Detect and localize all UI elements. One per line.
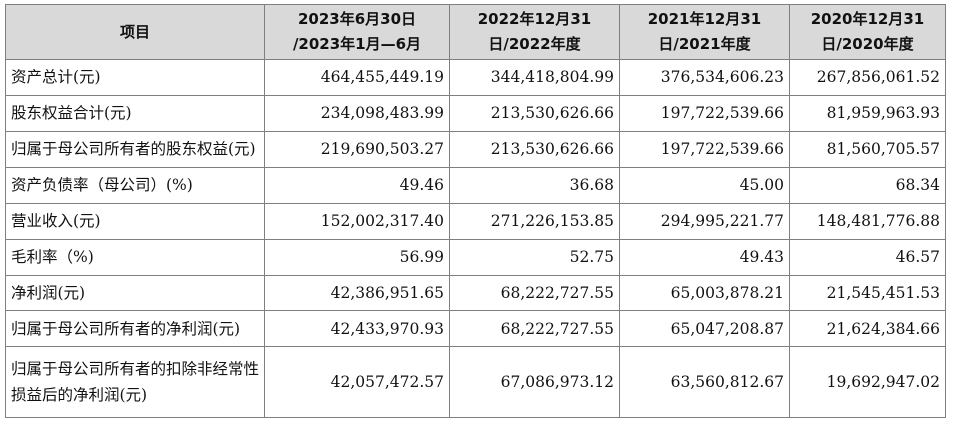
table-row: 归属于母公司所有者的净利润(元) 42,433,970.93 68,222,727.… xyxy=(5,310,946,348)
header-2021-line2: 日/2021年度 xyxy=(658,35,751,53)
row-value: 49.43 xyxy=(619,238,790,276)
row-value: 219,690,503.27 xyxy=(264,130,450,168)
row-value: 42,433,970.93 xyxy=(264,310,450,348)
row-value: 49.46 xyxy=(264,166,450,204)
header-2021: 2021年12月31 日/2021年度 xyxy=(619,4,790,60)
row-label: 营业收入(元) xyxy=(5,202,265,240)
row-value: 68.34 xyxy=(789,166,946,204)
table-row: 资产负债率（母公司）(%) 49.46 36.68 45.00 68.34 xyxy=(5,166,946,204)
row-value: 271,226,153.85 xyxy=(449,202,620,240)
table-row: 净利润(元) 42,386,951.65 68,222,727.55 65,003,8… xyxy=(5,274,946,312)
row-value: 42,057,472.57 xyxy=(264,346,450,418)
row-label: 净利润(元) xyxy=(5,274,265,312)
row-label: 股东权益合计(元) xyxy=(5,94,265,132)
row-value: 376,534,606.23 xyxy=(619,59,790,96)
row-label: 毛利率（%) xyxy=(5,238,265,276)
table-row: 股东权益合计(元) 234,098,483.99 213,530,626.66 197… xyxy=(5,94,946,132)
table-row: 归属于母公司所有者的扣除非经常性损益后的净利润(元) 42,057,472.57 6… xyxy=(5,346,946,418)
row-value: 63,560,812.67 xyxy=(619,346,790,418)
table-row: 资产总计(元) 464,455,449.19 344,418,804.99 376,5… xyxy=(5,59,946,96)
row-label: 归属于母公司所有者的扣除非经常性损益后的净利润(元) xyxy=(5,346,265,418)
row-value: 344,418,804.99 xyxy=(449,59,620,96)
row-value: 42,386,951.65 xyxy=(264,274,450,312)
row-value: 65,047,208.87 xyxy=(619,310,790,348)
row-value: 21,624,384.66 xyxy=(789,310,946,348)
row-value: 21,545,451.53 xyxy=(789,274,946,312)
header-2022: 2022年12月31 日/2022年度 xyxy=(449,4,620,60)
row-value: 36.68 xyxy=(449,166,620,204)
header-2020-line2: 日/2020年度 xyxy=(821,35,914,53)
row-value: 213,530,626.66 xyxy=(449,94,620,132)
row-value: 45.00 xyxy=(619,166,790,204)
table-row: 营业收入(元) 152,002,317.40 271,226,153.85 294,9… xyxy=(5,202,946,240)
header-2021-line1: 2021年12月31 xyxy=(647,10,762,28)
header-item: 项目 xyxy=(5,4,265,60)
row-value: 65,003,878.21 xyxy=(619,274,790,312)
row-value: 464,455,449.19 xyxy=(264,59,450,96)
row-label: 归属于母公司所有者的股东权益(元) xyxy=(5,130,265,168)
table-row: 归属于母公司所有者的股东权益(元) 219,690,503.27 213,530,6… xyxy=(5,130,946,168)
row-value: 68,222,727.55 xyxy=(449,310,620,348)
header-2020: 2020年12月31 日/2020年度 xyxy=(789,4,946,60)
row-label: 归属于母公司所有者的净利润(元) xyxy=(5,310,265,348)
row-value: 19,692,947.02 xyxy=(789,346,946,418)
header-2022-line1: 2022年12月31 xyxy=(477,10,592,28)
header-row: 项目 2023年6月30日 /2023年1月—6月 2022年12月31 日/2… xyxy=(5,4,946,60)
header-2023h1: 2023年6月30日 /2023年1月—6月 xyxy=(264,4,450,60)
row-value: 152,002,317.40 xyxy=(264,202,450,240)
header-2022-line2: 日/2022年度 xyxy=(488,35,581,53)
row-value: 213,530,626.66 xyxy=(449,130,620,168)
header-2023h1-line2: /2023年1月—6月 xyxy=(292,35,422,53)
row-value: 68,222,727.55 xyxy=(449,274,620,312)
row-value: 148,481,776.88 xyxy=(789,202,946,240)
row-label: 资产总计(元) xyxy=(5,59,265,96)
row-value: 56.99 xyxy=(264,238,450,276)
header-2020-line1: 2020年12月31 xyxy=(810,10,925,28)
row-value: 267,856,061.52 xyxy=(789,59,946,96)
row-value: 46.57 xyxy=(789,238,946,276)
row-label: 资产负债率（母公司）(%) xyxy=(5,166,265,204)
row-value: 197,722,539.66 xyxy=(619,130,790,168)
table-row: 毛利率（%) 56.99 52.75 49.43 46.57 xyxy=(5,238,946,276)
row-value: 81,560,705.57 xyxy=(789,130,946,168)
row-value: 52.75 xyxy=(449,238,620,276)
row-value: 81,959,963.93 xyxy=(789,94,946,132)
row-value: 67,086,973.12 xyxy=(449,346,620,418)
row-value: 197,722,539.66 xyxy=(619,94,790,132)
row-value: 294,995,221.77 xyxy=(619,202,790,240)
row-value: 234,098,483.99 xyxy=(264,94,450,132)
header-2023h1-line1: 2023年6月30日 xyxy=(297,10,417,28)
financial-summary-table: 项目 2023年6月30日 /2023年1月—6月 2022年12月31 日/2… xyxy=(5,4,946,418)
